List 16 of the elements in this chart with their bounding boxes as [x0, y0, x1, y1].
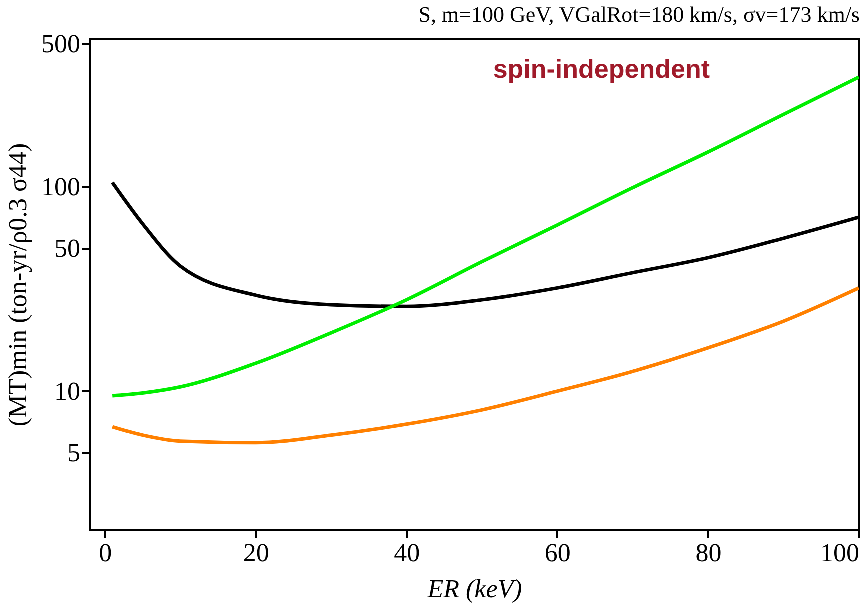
x-tick-label: 0: [99, 538, 112, 568]
x-tick-label: 100: [820, 538, 860, 568]
y-tick-label: 500: [42, 30, 80, 59]
x-axis-title: ER (keV): [426, 574, 522, 604]
y-tick-label: 5: [68, 438, 80, 468]
y-tick-label: 50: [54, 234, 80, 264]
y-axis-title: (MT)min (ton-yr/ρ0.3 σ44): [4, 143, 32, 427]
x-tick-label: 80: [696, 538, 722, 568]
y-tick-label: 10: [54, 376, 80, 406]
x-tick-label: 40: [394, 538, 420, 568]
chart-title: S, m=100 GeV, VGalRot=180 km/s, σv=173 km/s: [418, 2, 860, 28]
x-tick-label: 60: [544, 538, 571, 568]
line-series: [110, 286, 859, 445]
annotation: spin-independent: [493, 54, 710, 84]
x-tick-label: 20: [243, 538, 270, 568]
y-tick-label: 100: [42, 172, 80, 202]
